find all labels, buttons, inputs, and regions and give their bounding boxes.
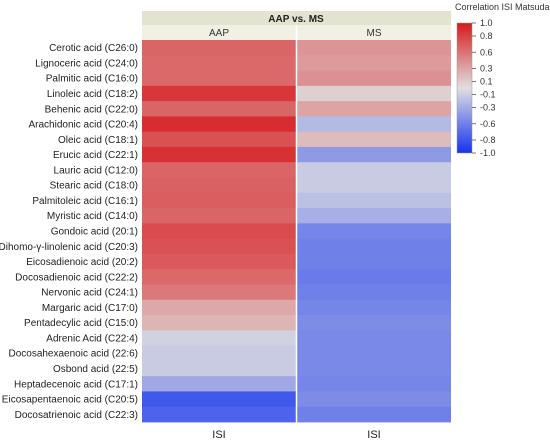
heatmap-cell [297,101,451,117]
row-label: Heptadecenoic acid (C17:1) [14,379,138,390]
row-label: Lignoceric acid (C24:0) [35,58,138,69]
heatmap-cell [297,269,451,285]
row-label: Erucic acid (C22:1) [53,150,138,161]
heatmap-cell [297,131,451,148]
colorbar-title: Correlation ISI Matsuda [455,2,550,12]
colorbar [456,22,473,154]
heatmap-cell [142,40,296,56]
row-label: Stearic acid (C18:0) [50,181,138,192]
row-label: Behenic acid (C22:0) [45,104,138,115]
column-header-aap-bg [142,25,296,40]
heatmap-cell [297,116,451,133]
heatmap-cell [297,284,451,301]
heatmap-cell [297,315,451,331]
colorbar-tick-label: -0.1 [480,90,496,100]
heatmap-cell [142,131,296,148]
row-label: Osbond acid (22:5) [53,364,138,375]
heatmap-cell [142,70,296,87]
heatmap-cell [142,55,296,71]
colorbar-tick-label: 0.1 [480,77,493,87]
column-header-aap: AAP [209,28,229,39]
heatmap-cell [297,55,451,71]
heatmap-cell [142,391,296,408]
heatmap-cell [142,146,296,163]
heatmap-cell [142,299,296,316]
heatmap-cell [297,146,451,163]
heatmap-cell [297,192,451,209]
x-tick-label-aap: ISI [212,429,225,441]
row-label: Linoleic acid (C18:2) [47,89,138,100]
heatmap-cell [142,330,296,346]
heatmap-cell [297,299,451,316]
panel-title: AAP vs. MS [268,14,324,25]
heatmap-cell [142,253,296,270]
row-label: Docosadienoic acid (C22:2) [15,272,138,283]
heatmap-cell [142,85,296,102]
heatmap-cell [142,360,296,377]
heatmap-cell [142,101,296,117]
colorbar-tick-label: -1.0 [480,148,496,158]
heatmap-cell [142,315,296,331]
heatmap-cells [142,40,451,423]
heatmap-cell [142,406,296,423]
colorbar-tick-label: 0.6 [480,47,493,57]
heatmap-cell [142,177,296,194]
colorbar-tick-label: 0.8 [480,31,493,41]
heatmap-cell [142,345,296,362]
heatmap-cell [142,162,296,178]
column-header-ms: MS [367,28,382,39]
row-label: Myristic acid (C14:0) [47,211,138,222]
heatmap-cell [297,345,451,362]
row-label: Dihomo-γ-linolenic acid (C20:3) [0,242,138,253]
colorbar-tick-label: -0.3 [480,103,496,113]
heatmap-cell [297,238,451,255]
row-label: Lauric acid (C12:0) [54,165,138,176]
row-label: Eicosapentaenoic acid (C20:5) [2,395,138,406]
heatmap-cell [297,162,451,178]
row-label: Palmitoleic acid (C16:1) [32,196,138,207]
heatmap-cell [297,208,451,224]
row-labels: Cerotic acid (C26:0) Lignoceric acid (C24… [0,43,138,421]
row-label: Cerotic acid (C26:0) [49,43,138,54]
colorbar-ticks: 1.0 0.8 0.6 0.3 0.1 -0.1 -0.3 -0.6 -0.8 -1.0 [472,18,496,158]
heatmap-cell [297,40,451,56]
heatmap-cell [297,376,451,392]
heatmap-cell [142,223,296,240]
heatmap-cell [297,253,451,270]
heatmap-cell [297,406,451,423]
row-label: Eicosadienoic acid (20:2) [26,257,138,268]
row-label: Oleic acid (C18:1) [58,135,138,146]
row-label: Pentadecylic acid (C15:0) [24,318,138,329]
heatmap-cell [142,116,296,133]
heatmap-cell [142,284,296,301]
row-label: Arachidonic acid (C20:4) [29,120,139,131]
row-label: Margaric acid (C17:0) [42,303,138,314]
row-label: Docosatrienoic acid (C22:3) [15,410,138,421]
heatmap-cell [297,391,451,408]
panel-title-strip [142,11,451,25]
x-tick-label-ms: ISI [367,429,380,441]
row-label: Nervonic acid (C24:1) [41,288,138,299]
column-header-ms-bg [297,25,451,40]
heatmap-cell [297,330,451,346]
colorbar-tick-label: -0.8 [480,135,496,145]
colorbar-tick-label: 0.3 [480,64,493,74]
heatmap-cell [297,85,451,102]
row-label: Adrenic Acid (C22:4) [46,333,138,344]
heatmap-cell [142,238,296,255]
heatmap-cell [142,269,296,285]
colorbar-tick-label: -0.6 [480,119,496,129]
row-label: Palmitic acid (C16:0) [46,74,138,85]
heatmap-cell [297,360,451,377]
heatmap-cell [297,70,451,87]
heatmap-cell [297,177,451,194]
row-label: Docosahexaenoic acid (22:6) [8,349,138,360]
heatmap-cell [297,223,451,240]
colorbar-tick-label: 1.0 [480,18,493,28]
heatmap-cell [142,192,296,209]
row-label: Gondoic acid (20:1) [51,227,138,238]
heatmap-cell [142,208,296,224]
heatmap-cell [142,376,296,392]
